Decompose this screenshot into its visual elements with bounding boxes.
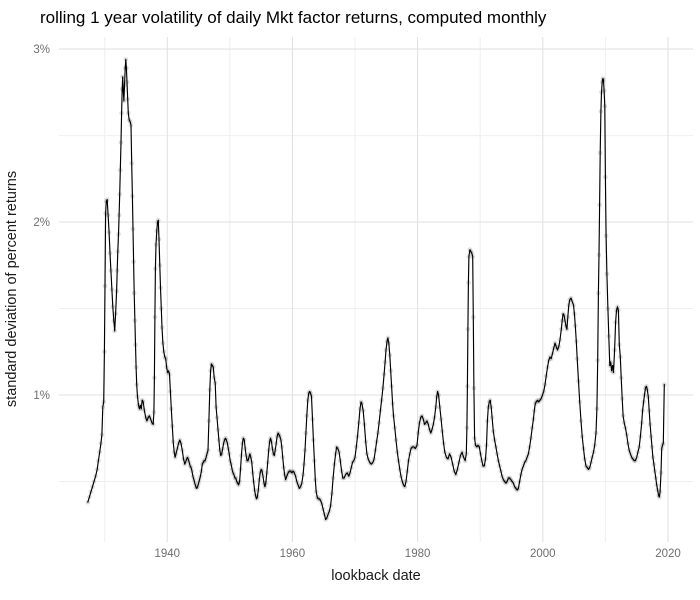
series-line [87,58,665,521]
chart-title: rolling 1 year volatility of daily Mkt f… [40,8,547,27]
y-axis-tick-labels: 1% 2% 3% [33,44,50,402]
x-tick-label: 1980 [405,548,431,560]
x-tick-label: 2000 [530,548,556,560]
y-tick-label: 3% [33,44,50,56]
x-tick-label: 2020 [655,548,681,560]
y-tick-label: 1% [33,390,50,402]
x-tick-label: 1940 [155,548,181,560]
x-tick-label: 1960 [280,548,306,560]
y-axis-title: standard deviation of percent returns [4,171,20,407]
major-gridlines [59,37,693,542]
y-tick-label: 2% [33,217,50,229]
data-points [85,57,667,522]
x-axis-tick-labels: 1940 1960 1980 2000 2020 [155,548,681,560]
x-axis-title: lookback date [331,568,420,584]
